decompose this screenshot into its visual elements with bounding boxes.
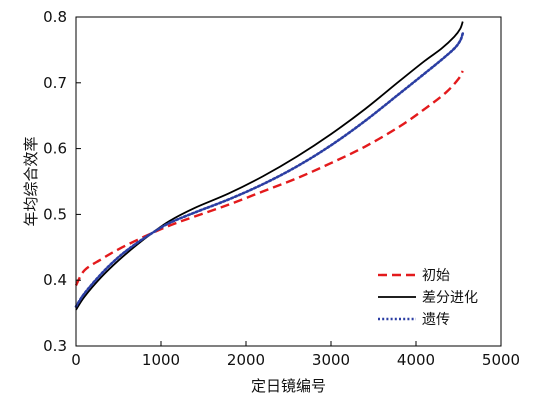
y-tick-label: 0.3 xyxy=(43,337,67,355)
series-group xyxy=(74,21,465,311)
x-tick-label: 1000 xyxy=(142,351,180,369)
x-tick-label: 0 xyxy=(71,351,81,369)
y-tick-label: 0.4 xyxy=(43,271,67,289)
x-axis-title: 定日镜编号 xyxy=(251,377,326,395)
series-line-3 xyxy=(74,32,465,308)
x-tick-label: 4000 xyxy=(397,351,435,369)
series-line-1 xyxy=(74,70,464,287)
y-axis-title: 年均综合效率 xyxy=(22,136,40,226)
y-tick-label: 0.7 xyxy=(43,74,67,92)
x-tick-label: 5000 xyxy=(482,351,520,369)
y-tick-label: 0.8 xyxy=(43,8,67,26)
y-axis: 0.3 0.4 0.5 0.6 0.7 0.8 xyxy=(43,8,81,355)
x-axis: 0 1000 2000 3000 4000 5000 xyxy=(71,341,520,369)
y-tick-label: 0.6 xyxy=(43,140,67,158)
x-tick-label: 3000 xyxy=(312,351,350,369)
y-tick-label: 0.5 xyxy=(43,205,67,223)
legend-label-1: 初始 xyxy=(422,267,450,284)
plot-frame xyxy=(75,16,502,347)
legend-label-3: 遗传 xyxy=(422,312,450,328)
legend-label-2: 差分进化 xyxy=(422,290,478,306)
x-tick-label: 2000 xyxy=(227,351,265,369)
series-line-2 xyxy=(75,21,464,311)
